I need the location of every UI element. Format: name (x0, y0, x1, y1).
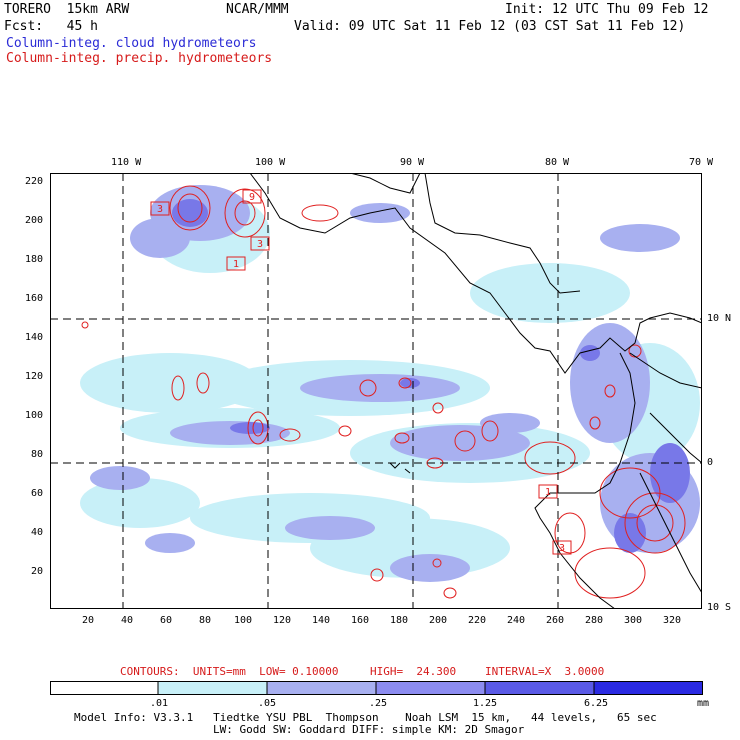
colorbar-swatch (594, 681, 703, 695)
y-tick: 120 (25, 371, 44, 382)
cloud-mid-areas (90, 185, 700, 582)
model-info: Model Info: V3.3.1 Tiedtke YSU PBL Thomp… (74, 711, 657, 724)
map-frame (50, 173, 702, 609)
x-tick: 80 (199, 615, 212, 626)
x-tick: 200 (429, 615, 448, 626)
colorbar-label: .05 (258, 698, 277, 709)
x-tick: 280 (585, 615, 604, 626)
precip-contours (81, 185, 686, 599)
contour-high: HIGH= 24.300 (370, 665, 457, 678)
colorbar-unit: mm (697, 698, 710, 709)
x-tick: 20 (82, 615, 95, 626)
x-tick: 160 (351, 615, 370, 626)
y-tick: 80 (31, 449, 44, 460)
lon-label-100w: 100 W (255, 157, 286, 168)
x-tick: 60 (160, 615, 173, 626)
contour-interval: INTERVAL=X 3.0000 (485, 665, 605, 678)
lon-label-90w: 90 W (400, 157, 425, 168)
x-tick: 100 (234, 615, 253, 626)
colorbar-swatch (50, 681, 158, 695)
y-tick: 60 (31, 488, 44, 499)
coastlines (249, 173, 702, 609)
lat-label-10n: 10 N (707, 313, 732, 324)
colorbar-label: .01 (150, 698, 169, 709)
box-label-4: 1 (233, 259, 239, 270)
box-label-6: 3 (559, 543, 565, 554)
lon-label-80w: 80 W (545, 157, 570, 168)
x-tick: 260 (546, 615, 565, 626)
colorbar-swatch (267, 681, 376, 695)
org-label: NCAR/MMM (226, 2, 289, 17)
colorbar (50, 681, 703, 695)
forecast-hour: Fcst: 45 h (4, 19, 98, 34)
box-label-2: 9 (249, 192, 255, 203)
lat-label-0: 0 (707, 457, 714, 468)
box-label-3: 3 (257, 239, 263, 250)
colorbar-label: .25 (369, 698, 388, 709)
field-cloud-label: Column-integ. cloud hydrometeors (6, 36, 257, 51)
x-tick: 240 (507, 615, 526, 626)
colorbar-swatch (485, 681, 594, 695)
lon-label-110w: 110 W (111, 157, 142, 168)
init-time: Init: 12 UTC Thu 09 Feb 12 (505, 2, 709, 17)
field-precip-label: Column-integ. precip. hydrometeors (6, 51, 273, 66)
y-tick: 220 (25, 176, 44, 187)
x-tick: 180 (390, 615, 409, 626)
map-panel: 3 9 3 1 1 3 (50, 173, 702, 609)
x-tick: 40 (121, 615, 134, 626)
box-label-1: 3 (157, 204, 163, 215)
region-boxes (150, 189, 572, 555)
colorbar-swatch (376, 681, 485, 695)
y-tick: 160 (25, 293, 44, 304)
y-tick: 200 (25, 215, 44, 226)
contour-units: CONTOURS: UNITS=mm LOW= 0.10000 (120, 665, 339, 678)
lon-label-70w: 70 W (689, 157, 714, 168)
colorbar-swatch (158, 681, 267, 695)
y-tick: 180 (25, 254, 44, 265)
colorbar-label: 6.25 (584, 698, 609, 709)
y-tick: 20 (31, 566, 44, 577)
colorbar-label: 1.25 (473, 698, 498, 709)
y-tick: 40 (31, 527, 44, 538)
x-tick: 320 (663, 615, 682, 626)
cloud-strong-areas (172, 199, 690, 553)
x-tick: 220 (468, 615, 487, 626)
graticule (50, 173, 702, 609)
y-tick: 100 (25, 410, 44, 421)
box-label-5: 1 (545, 487, 551, 498)
valid-time: Valid: 09 UTC Sat 11 Feb 12 (03 CST Sat … (294, 19, 686, 34)
model-physics: LW: Godd SW: Goddard DIFF: simple KM: 2D… (213, 723, 525, 736)
y-tick: 140 (25, 332, 44, 343)
x-tick: 120 (273, 615, 292, 626)
x-tick: 140 (312, 615, 331, 626)
lat-label-10s: 10 S (707, 602, 732, 613)
model-title: TORERO 15km ARW (4, 2, 130, 17)
x-tick: 300 (624, 615, 643, 626)
